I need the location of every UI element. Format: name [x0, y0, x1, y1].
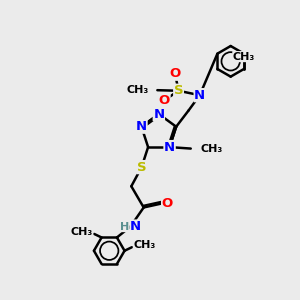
Text: N: N	[164, 141, 175, 154]
Text: N: N	[153, 108, 164, 121]
Text: O: O	[162, 196, 173, 209]
Text: H: H	[120, 222, 129, 232]
Text: CH₃: CH₃	[127, 85, 149, 95]
Text: O: O	[159, 94, 170, 107]
Text: N: N	[136, 120, 147, 133]
Text: CH₃: CH₃	[233, 52, 255, 61]
Text: CH₃: CH₃	[70, 226, 93, 237]
Text: N: N	[130, 220, 141, 233]
Text: CH₃: CH₃	[134, 240, 156, 250]
Text: CH₃: CH₃	[200, 144, 222, 154]
Text: N: N	[194, 89, 205, 102]
Text: S: S	[137, 160, 146, 174]
Text: S: S	[174, 84, 183, 97]
Text: O: O	[169, 67, 181, 80]
